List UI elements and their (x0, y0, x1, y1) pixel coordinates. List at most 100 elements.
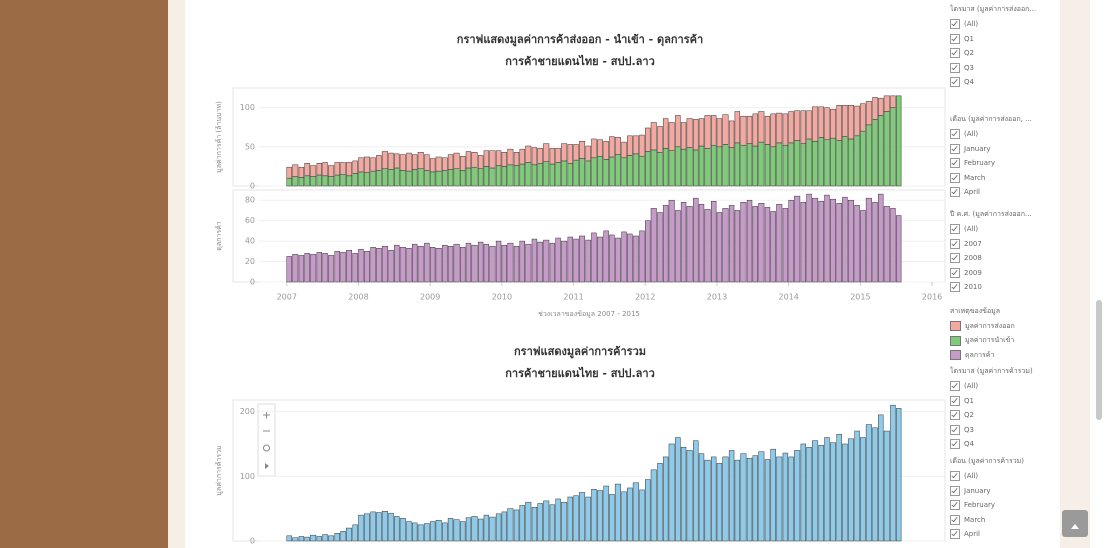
filter-option[interactable]: (All) (950, 17, 1058, 32)
filter-option[interactable]: Q1 (950, 32, 1058, 47)
bar (627, 135, 633, 156)
bar (836, 104, 842, 141)
bar (304, 175, 310, 187)
bar (614, 137, 621, 155)
bar (346, 175, 353, 187)
bar (555, 162, 561, 187)
bar (668, 150, 675, 187)
bar (728, 147, 735, 187)
scrollbar-thumb[interactable] (1096, 300, 1102, 420)
legend-item: มูลค่าการนำเข้า (950, 334, 1058, 349)
bar (621, 491, 627, 542)
bar (596, 490, 603, 542)
filter-option[interactable]: April (950, 185, 1058, 200)
bar (388, 169, 394, 187)
bar (645, 151, 651, 187)
checkbox (950, 19, 960, 30)
bar (549, 148, 556, 165)
option-label: 2008 (964, 254, 982, 263)
bar (878, 97, 884, 116)
filter-option[interactable]: 2010 (950, 280, 1058, 295)
bar (686, 147, 693, 187)
filter-option[interactable]: 2007 (950, 237, 1058, 252)
bar (591, 489, 597, 542)
bar (836, 203, 842, 283)
option-label: 2009 (964, 268, 982, 277)
bar (728, 450, 735, 542)
bar (657, 463, 663, 542)
bar (489, 245, 496, 283)
bar (788, 199, 794, 283)
bar (627, 233, 633, 283)
filter-option[interactable]: Q1 (950, 394, 1058, 409)
filter-option[interactable]: February (950, 498, 1058, 513)
bar (549, 242, 556, 283)
filter-option[interactable]: 2008 (950, 251, 1058, 266)
bar (489, 150, 496, 169)
filter-option[interactable]: Q4 (950, 437, 1058, 452)
bar (310, 534, 317, 542)
bar (328, 535, 335, 542)
chart-title: กราฟแสดงมูลค่าการค้ารวม (514, 345, 646, 359)
bar (406, 152, 412, 172)
scroll-top-button[interactable] (1062, 510, 1088, 537)
bar (363, 251, 370, 283)
bar (782, 452, 789, 542)
bar (453, 519, 460, 542)
bar (507, 164, 514, 187)
bar (734, 142, 741, 187)
bar (752, 145, 758, 187)
bar (519, 505, 525, 542)
filter-option[interactable]: January (950, 142, 1058, 157)
checkbox (950, 77, 960, 88)
bar (381, 168, 388, 187)
filter-option[interactable]: (All) (950, 469, 1058, 484)
bar (657, 152, 663, 187)
filter-option[interactable]: (All) (950, 222, 1058, 237)
zoom-in[interactable] (263, 411, 270, 419)
filter-option[interactable]: Q3 (950, 61, 1058, 76)
filter-option[interactable]: March (950, 513, 1058, 528)
legend-label: มูลค่าการส่งออก (965, 321, 1015, 330)
bar (865, 124, 872, 187)
bar (537, 148, 543, 164)
bar (495, 513, 502, 542)
bar (358, 171, 364, 187)
filter-option[interactable]: 2009 (950, 266, 1058, 281)
filter-option[interactable]: Q3 (950, 423, 1058, 438)
bar (298, 536, 305, 542)
filter-option[interactable]: April (950, 527, 1058, 542)
filter-option[interactable]: Q4 (950, 75, 1058, 90)
zoom-home[interactable] (263, 444, 270, 452)
bar (657, 126, 663, 153)
bar (639, 155, 645, 187)
filter-option[interactable]: March (950, 171, 1058, 186)
bar (429, 246, 436, 283)
filter-option[interactable]: (All) (950, 379, 1058, 394)
bar (585, 239, 591, 283)
x-tick-label: 2013 (707, 293, 727, 302)
bar (579, 492, 586, 542)
bar (824, 437, 830, 542)
bar (860, 210, 866, 283)
bar (442, 522, 448, 542)
x-axis-label: ช่วงเวลาของข้อมูล 2007 - 2015 (538, 310, 640, 318)
bar (752, 455, 758, 542)
zoom-pan[interactable] (265, 463, 269, 469)
filter-option[interactable]: Q2 (950, 408, 1058, 423)
filter-option[interactable]: February (950, 156, 1058, 171)
bar (854, 135, 860, 187)
bar (818, 137, 824, 187)
bar (639, 134, 645, 157)
bar (376, 170, 382, 187)
x-tick-label: 2015 (850, 293, 870, 302)
bar (471, 152, 478, 168)
filter-option[interactable]: January (950, 484, 1058, 499)
bar (722, 456, 729, 542)
filter-option[interactable]: Q2 (950, 46, 1058, 61)
legend-title: สาเหตุของข้อมูล (950, 307, 1001, 315)
option-label: March (964, 515, 986, 524)
bar (388, 250, 394, 283)
filter-option[interactable]: (All) (950, 127, 1058, 142)
bar (292, 164, 299, 177)
